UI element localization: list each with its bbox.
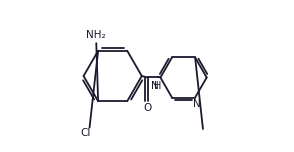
Text: Cl: Cl: [81, 128, 91, 138]
Text: O: O: [144, 103, 152, 113]
Text: NH₂: NH₂: [86, 30, 105, 40]
Text: H: H: [154, 81, 162, 91]
Text: N: N: [193, 99, 201, 109]
Text: N: N: [151, 81, 159, 91]
